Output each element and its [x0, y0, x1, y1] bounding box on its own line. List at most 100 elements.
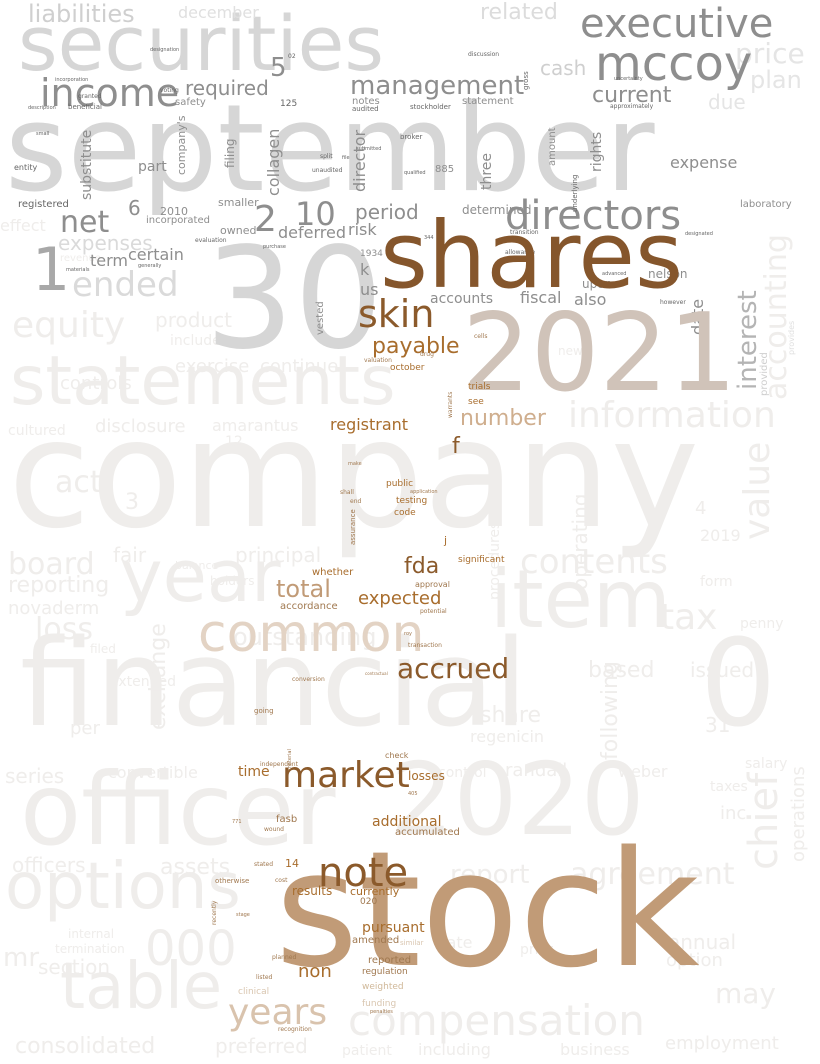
word: income [40, 71, 180, 115]
word: listed [256, 974, 273, 981]
word: determined [462, 203, 532, 217]
word: granted [78, 93, 102, 100]
word: fasb [276, 814, 298, 825]
word: weighted [362, 982, 404, 992]
word: share [480, 703, 541, 728]
word: option [666, 950, 723, 971]
word: uncertainty [614, 76, 643, 82]
word: 12 [225, 434, 243, 450]
word: act [55, 465, 102, 500]
word: 1 [32, 235, 71, 305]
word: incorporation [55, 77, 89, 83]
word: payable [372, 334, 460, 359]
word: management [350, 71, 525, 101]
word: 30 [205, 218, 384, 381]
word: contractual [365, 671, 388, 676]
word: material [287, 749, 293, 770]
word: audited [352, 105, 379, 113]
word: officer [20, 751, 336, 868]
word: 02 [288, 53, 296, 60]
word: based [588, 658, 655, 683]
word: fiscal [520, 288, 562, 307]
word: company [8, 388, 700, 562]
word: compensation [348, 996, 645, 1045]
word: rate [440, 933, 473, 952]
word: drug [420, 351, 434, 358]
word: weber [618, 762, 668, 781]
word: principal [235, 543, 322, 567]
word: 000 [145, 921, 237, 977]
word: include [170, 333, 221, 349]
word: warrants [447, 391, 454, 418]
word: cash [540, 56, 587, 80]
word: advanced [602, 271, 627, 277]
word: termination [55, 942, 125, 956]
word: currently [350, 885, 400, 898]
word: tax [660, 597, 718, 638]
word: exercise [175, 356, 250, 377]
word: nelson [648, 267, 688, 281]
word: disclosure [95, 416, 186, 437]
word: pursuant [362, 920, 425, 936]
word: potential [420, 608, 447, 615]
word: stage [236, 912, 250, 918]
word: december [178, 3, 259, 22]
word: description [28, 105, 56, 111]
word: directors [505, 193, 682, 239]
word: filing [223, 138, 237, 168]
word: filed [90, 642, 116, 656]
word: 10 [295, 195, 336, 233]
word: clinical [238, 987, 270, 997]
word: file [342, 155, 350, 161]
word: generally [138, 263, 162, 269]
word: convertible [108, 763, 198, 782]
word: 020 [360, 897, 378, 907]
word: non [298, 961, 332, 982]
word: provides [787, 320, 796, 355]
word: stated [254, 861, 274, 868]
word: september [5, 80, 655, 219]
word: transition [510, 229, 539, 236]
word: cultured [8, 423, 66, 439]
word: 14 [285, 857, 299, 870]
word: stockholder [410, 103, 451, 111]
word: 2019 [700, 526, 741, 545]
word: mr [3, 943, 40, 973]
word: 405 [408, 791, 418, 797]
word: amarantus [212, 416, 299, 435]
word: broker [400, 133, 423, 141]
word: recently [211, 900, 218, 925]
word: business [560, 1040, 630, 1059]
word: stock [275, 816, 700, 1003]
word: accounts [430, 291, 494, 307]
word: interest [733, 290, 763, 390]
word: evaluation [195, 237, 227, 244]
word: issued [690, 658, 755, 682]
word: f [452, 434, 460, 459]
word: period [355, 200, 419, 224]
word: regulation [362, 967, 408, 977]
word: plan [750, 66, 802, 94]
word: 6 [128, 196, 141, 220]
word: vested [315, 301, 326, 335]
word: novaderm [8, 598, 100, 619]
word: controls [60, 373, 132, 394]
word: note [318, 850, 409, 896]
word: testing [396, 496, 428, 506]
word: price [735, 37, 805, 70]
word: roy [404, 631, 412, 637]
word: ended [72, 265, 179, 305]
word: securities [18, 0, 384, 88]
word: valuation [364, 357, 392, 364]
word: trials [468, 382, 491, 392]
word: operating [568, 493, 592, 590]
word: 1934 [360, 249, 383, 259]
word: approval [415, 580, 450, 589]
word: mccoy [595, 36, 753, 92]
word: prior [520, 942, 553, 958]
word: approximately [610, 103, 654, 110]
word: similar [400, 939, 424, 947]
word: inc [720, 803, 747, 824]
word: small [36, 131, 50, 137]
word: deferred [278, 223, 346, 242]
